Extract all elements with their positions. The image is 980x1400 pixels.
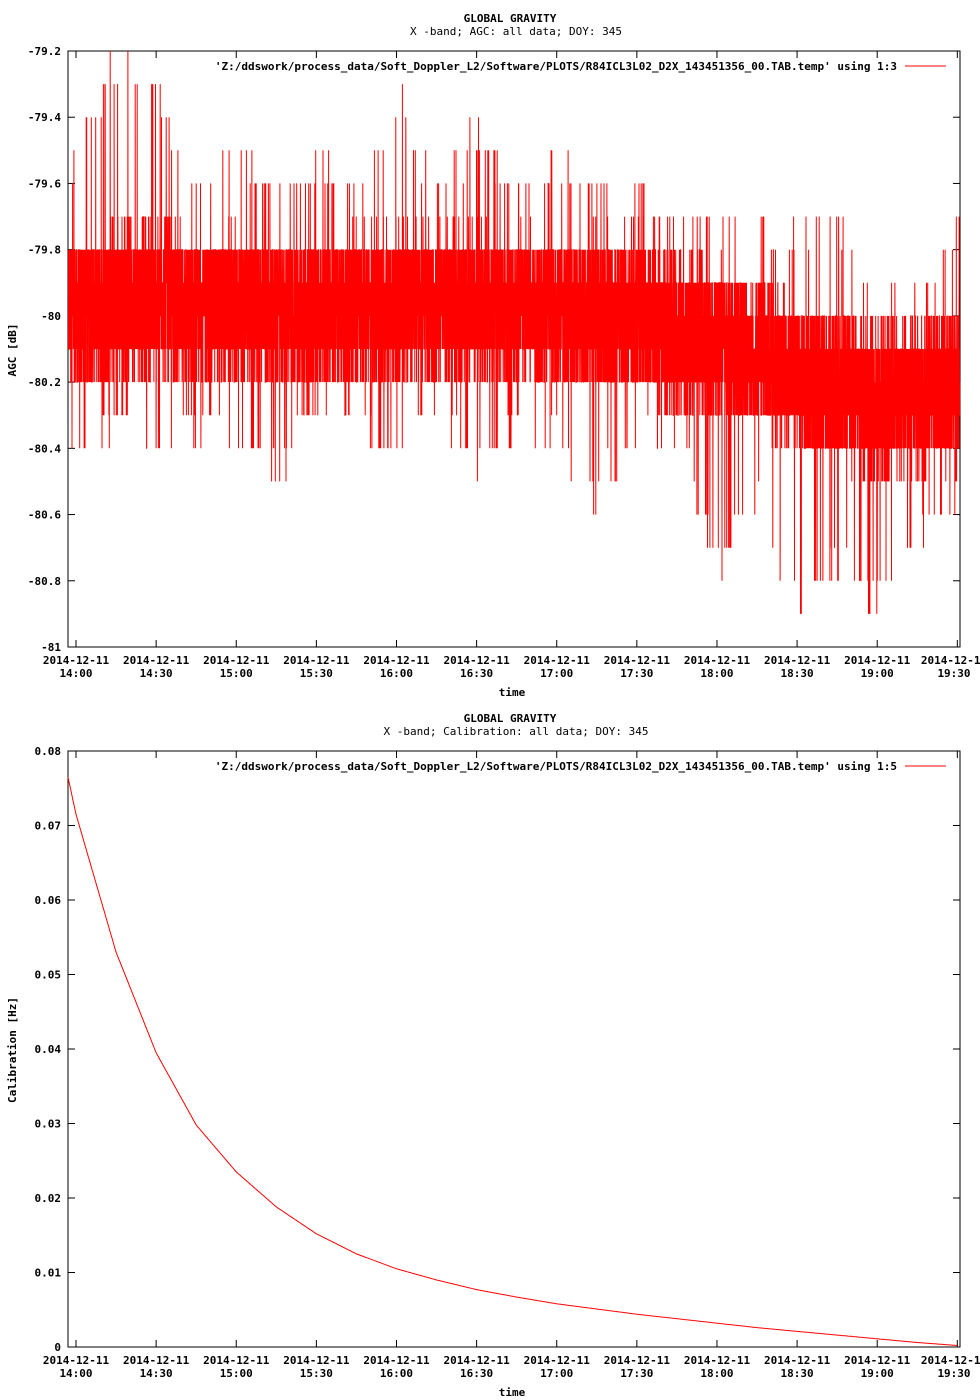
calibration-chart-subtitle: X -band; Calibration: all data; DOY: 345 (384, 725, 649, 738)
agc-x-tick-date: 2014-12-11 (684, 654, 751, 667)
calibration-x-tick-time: 14:30 (140, 1367, 173, 1380)
calibration-x-tick-date: 2014-12-11 (921, 1354, 980, 1367)
calibration-y-tick-label: 0 (54, 1341, 61, 1354)
agc-y-tick-label: -80.6 (28, 509, 61, 522)
agc-chart-title: GLOBAL GRAVITY (464, 12, 557, 25)
agc-x-tick-time: 16:00 (380, 667, 413, 680)
calibration-x-tick-time: 16:30 (460, 1367, 493, 1380)
agc-x-tick-time: 17:30 (620, 667, 653, 680)
agc-x-axis-label: time (499, 686, 526, 699)
calibration-x-tick-time: 15:00 (220, 1367, 253, 1380)
agc-x-tick-date: 2014-12-11 (524, 654, 591, 667)
calibration-x-tick-date: 2014-12-11 (764, 1354, 831, 1367)
calibration-y-tick-label: 0.08 (35, 745, 62, 758)
calibration-x-tick-date: 2014-12-11 (283, 1354, 350, 1367)
agc-y-tick-label: -79.4 (28, 111, 61, 124)
agc-x-tick-time: 15:00 (220, 667, 253, 680)
agc-x-tick-time: 15:30 (300, 667, 333, 680)
agc-y-tick-label: -80.4 (28, 442, 61, 455)
calibration-y-tick-label: 0.06 (35, 894, 62, 907)
agc-y-ticks: -79.2 -79.4 -79.6 -79.8 -80 -80.2 -80.4 -80.6 -8… (28, 45, 960, 654)
calibration-y-tick-label: 0.05 (35, 969, 62, 982)
calibration-y-tick-label: 0.04 (35, 1043, 62, 1056)
agc-chart: GLOBAL GRAVITY X -band; AGC: all data; D… (6, 12, 980, 699)
calibration-x-tick-time: 19:30 (937, 1367, 970, 1380)
agc-x-tick-time: 19:00 (861, 667, 894, 680)
agc-x-tick-time: 17:00 (540, 667, 573, 680)
calibration-x-tick-time: 19:00 (861, 1367, 894, 1380)
calibration-x-tick-time: 18:00 (700, 1367, 733, 1380)
agc-x-tick-date: 2014-12-11 (844, 654, 911, 667)
calibration-x-tick-date: 2014-12-11 (43, 1354, 110, 1367)
calibration-chart-title: GLOBAL GRAVITY (464, 712, 557, 725)
agc-legend-label: 'Z:/ddswork/process_data/Soft_Doppler_L2… (215, 60, 897, 73)
calibration-x-tick-date: 2014-12-11 (684, 1354, 751, 1367)
agc-x-tick-date: 2014-12-11 (443, 654, 510, 667)
agc-x-tick-time: 14:30 (140, 667, 173, 680)
agc-x-tick-date: 2014-12-11 (123, 654, 190, 667)
agc-y-tick-label: -79.2 (28, 45, 61, 58)
calibration-x-tick-date: 2014-12-11 (844, 1354, 911, 1367)
calibration-legend: 'Z:/ddswork/process_data/Soft_Doppler_L2… (215, 760, 946, 773)
agc-x-tick-time: 19:30 (937, 667, 970, 680)
agc-y-tick-label: -79.6 (28, 177, 61, 190)
agc-y-tick-label: -80.8 (28, 575, 61, 588)
calibration-x-axis-label: time (499, 1386, 526, 1399)
agc-x-tick-date: 2014-12-11 (43, 654, 110, 667)
calibration-x-tick-time: 18:30 (781, 1367, 814, 1380)
calibration-y-axis-label: Calibration [Hz] (6, 997, 19, 1103)
agc-x-ticks: 2014-12-1114:002014-12-1114:302014-12-11… (43, 51, 980, 680)
calibration-x-tick-date: 2014-12-11 (203, 1354, 270, 1367)
calibration-series-line (67, 776, 958, 1346)
calibration-x-tick-time: 17:00 (540, 1367, 573, 1380)
agc-y-axis-label: AGC [dB] (6, 324, 19, 377)
calibration-y-tick-label: 0.02 (35, 1192, 62, 1205)
agc-x-tick-date: 2014-12-11 (283, 654, 350, 667)
calibration-y-tick-label: 0.03 (35, 1118, 62, 1131)
agc-y-tick-label: -81 (41, 641, 61, 654)
agc-x-tick-date: 2014-12-11 (203, 654, 270, 667)
calibration-x-tick-time: 17:30 (620, 1367, 653, 1380)
agc-x-tick-date: 2014-12-11 (921, 654, 980, 667)
calibration-x-tick-time: 16:00 (380, 1367, 413, 1380)
agc-x-tick-date: 2014-12-11 (764, 654, 831, 667)
agc-x-tick-time: 18:00 (700, 667, 733, 680)
agc-x-tick-date: 2014-12-11 (363, 654, 430, 667)
calibration-x-tick-time: 14:00 (59, 1367, 92, 1380)
calibration-chart: GLOBAL GRAVITY X -band; Calibration: all… (6, 712, 980, 1399)
calibration-x-tick-date: 2014-12-11 (604, 1354, 671, 1367)
agc-legend: 'Z:/ddswork/process_data/Soft_Doppler_L2… (215, 60, 946, 73)
agc-series-line (68, 50, 961, 614)
agc-x-tick-time: 18:30 (781, 667, 814, 680)
calibration-x-tick-date: 2014-12-11 (524, 1354, 591, 1367)
calibration-y-tick-label: 0.01 (35, 1267, 62, 1280)
agc-y-tick-label: -79.8 (28, 244, 61, 257)
calibration-x-ticks: 2014-12-1114:002014-12-1114:302014-12-11… (43, 751, 980, 1380)
agc-x-tick-time: 14:00 (59, 667, 92, 680)
calibration-x-tick-date: 2014-12-11 (363, 1354, 430, 1367)
calibration-x-tick-date: 2014-12-11 (443, 1354, 510, 1367)
calibration-plot-frame (67, 750, 961, 1348)
agc-plot-frame (67, 50, 961, 648)
calibration-legend-label: 'Z:/ddswork/process_data/Soft_Doppler_L2… (215, 760, 897, 773)
agc-x-tick-date: 2014-12-11 (604, 654, 671, 667)
agc-x-tick-time: 16:30 (460, 667, 493, 680)
agc-chart-subtitle: X -band; AGC: all data; DOY: 345 (410, 25, 622, 38)
agc-y-tick-label: -80 (41, 310, 61, 323)
agc-y-tick-label: -80.2 (28, 376, 61, 389)
calibration-y-ticks: 0.08 0.07 0.06 0.05 0.04 0.03 0.02 0.01 0 (35, 745, 960, 1354)
calibration-x-tick-date: 2014-12-11 (123, 1354, 190, 1367)
calibration-x-tick-time: 15:30 (300, 1367, 333, 1380)
calibration-y-tick-label: 0.07 (35, 820, 62, 833)
